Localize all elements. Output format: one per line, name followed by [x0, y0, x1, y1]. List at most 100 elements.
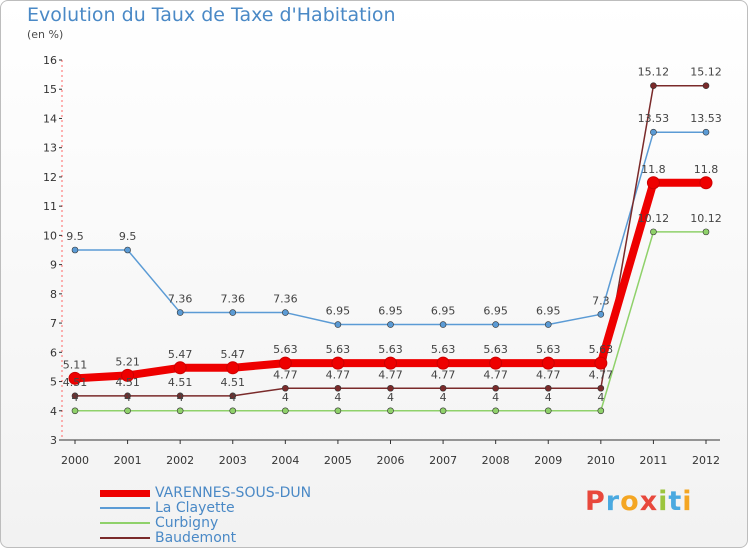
y-tick-label: 10 [43, 229, 57, 242]
legend-swatch-la-clayette [100, 507, 150, 509]
legend-label-baudemont: Baudemont [155, 530, 237, 546]
y-tick-label: 5 [50, 376, 57, 389]
data-label-1: 13.53 [638, 112, 670, 125]
data-label-3: 4.51 [115, 376, 140, 389]
data-point-2 [124, 407, 131, 415]
x-tick-label: 2003 [219, 454, 247, 467]
data-label-0: 11.8 [694, 163, 719, 176]
data-label-2: 4 [387, 391, 394, 404]
data-label-1: 6.95 [326, 305, 351, 318]
x-tick-label: 2011 [639, 454, 667, 467]
y-tick-label: 3 [50, 434, 57, 447]
x-tick-label: 2000 [61, 454, 89, 467]
data-point-3 [439, 384, 447, 392]
legend-label-la-clayette: La Clayette [155, 500, 235, 516]
data-label-2: 4 [597, 391, 604, 404]
legend-label-curbigny: Curbigny [155, 515, 219, 531]
data-point-1 [176, 309, 184, 316]
data-point-0 [699, 176, 713, 190]
logo-letter: P [585, 486, 606, 517]
data-point-3 [71, 392, 79, 400]
data-point-3 [176, 392, 184, 400]
data-label-0: 5.47 [168, 348, 193, 361]
logo-letter: t [668, 486, 683, 517]
data-label-3: 4.77 [483, 368, 508, 381]
legend-swatch-baudemont [100, 537, 150, 539]
data-point-2 [387, 407, 394, 415]
x-tick-label: 2004 [271, 454, 299, 467]
data-label-1: 9.5 [119, 230, 137, 243]
data-label-0: 5.63 [431, 343, 456, 356]
logo-letter: i [658, 486, 669, 517]
data-label-3: 4.77 [431, 368, 456, 381]
data-point-2 [282, 407, 289, 415]
logo-letter: r [605, 486, 621, 517]
y-tick-label: 8 [50, 288, 57, 301]
logo-letter: o [620, 486, 640, 517]
legend-item-baudemont: Baudemont [100, 530, 400, 546]
data-label-1: 9.5 [66, 230, 84, 243]
data-label-2: 4 [229, 391, 236, 404]
data-point-2 [334, 407, 342, 415]
y-tick-label: 16 [43, 54, 57, 67]
logo-letter: x [639, 486, 659, 517]
y-tick-label: 13 [43, 142, 57, 155]
data-point-0 [436, 356, 450, 370]
data-point-3 [597, 384, 605, 392]
x-tick-label: 2010 [587, 454, 615, 467]
chart-subtitle: (en %) [27, 28, 64, 41]
data-point-0 [278, 356, 292, 370]
y-tick-label: 11 [43, 200, 57, 213]
data-label-3: 4.77 [536, 368, 561, 381]
legend: VARENNES-SOUS-DUN La Clayette Curbigny B… [100, 485, 400, 546]
data-point-3 [492, 384, 499, 392]
data-point-1 [650, 128, 657, 136]
data-point-2 [176, 407, 184, 415]
data-label-1: 7.3 [592, 294, 610, 307]
data-point-3 [387, 384, 394, 392]
data-point-0 [541, 356, 555, 370]
data-point-1 [124, 246, 131, 254]
data-point-1 [702, 128, 710, 136]
x-tick-label: 2006 [377, 454, 405, 467]
data-point-2 [492, 407, 499, 415]
data-label-2: 4 [545, 391, 552, 404]
data-label-1: 7.36 [221, 293, 246, 306]
data-label-3: 15.12 [638, 66, 670, 79]
data-point-2 [650, 228, 657, 236]
data-label-1: 6.95 [378, 305, 403, 318]
legend-swatch-curbigny [100, 522, 150, 524]
data-point-0 [173, 361, 187, 375]
data-label-2: 10.12 [690, 212, 722, 225]
data-label-2: 4 [492, 391, 499, 404]
data-label-1: 7.36 [168, 293, 193, 306]
data-point-2 [544, 407, 552, 415]
data-label-2: 4 [177, 391, 184, 404]
data-point-0 [384, 356, 397, 370]
y-tick-label: 7 [50, 317, 57, 330]
data-point-1 [439, 321, 447, 328]
logo-letter: i [682, 486, 693, 517]
data-point-0 [226, 361, 240, 375]
data-point-1 [597, 311, 605, 318]
data-point-3 [282, 384, 289, 392]
x-tick-label: 2002 [166, 454, 194, 467]
data-point-1 [334, 321, 342, 328]
data-label-0: 5.11 [63, 358, 88, 371]
x-tick-label: 2009 [534, 454, 562, 467]
data-label-2: 4 [440, 391, 447, 404]
data-label-2: 4 [72, 391, 79, 404]
data-label-3: 4.51 [221, 376, 246, 389]
data-label-1: 7.36 [273, 293, 298, 306]
data-label-2: 4 [282, 391, 289, 404]
data-label-3: 4.77 [378, 368, 403, 381]
data-point-3 [334, 384, 342, 392]
data-label-0: 5.63 [273, 343, 298, 356]
data-label-3: 4.77 [326, 368, 351, 381]
data-point-1 [544, 321, 552, 328]
data-label-2: 10.12 [638, 212, 670, 225]
data-label-3: 4.51 [63, 376, 88, 389]
data-label-0: 5.63 [378, 343, 403, 356]
data-label-1: 13.53 [690, 112, 722, 125]
x-tick-label: 2001 [114, 454, 142, 467]
